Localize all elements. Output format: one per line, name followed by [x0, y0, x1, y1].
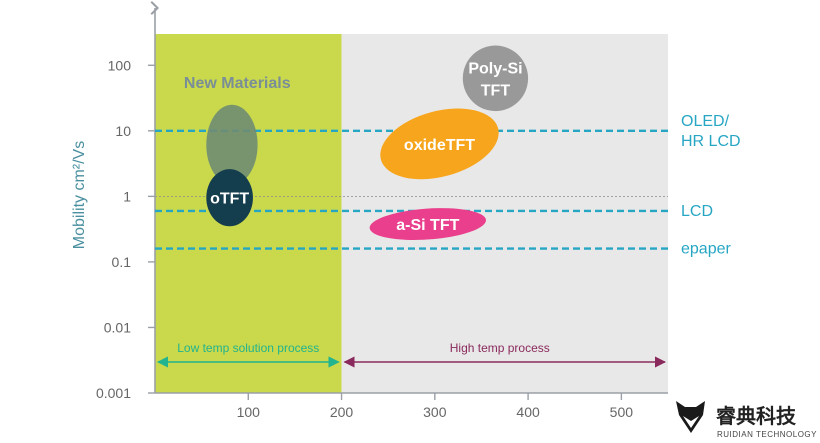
zone-label-0: New Materials — [184, 75, 291, 92]
ellipse-oxidetft — [380, 108, 499, 180]
label-line: Poly-Si — [468, 60, 522, 77]
otft-halo — [206, 104, 258, 185]
fox-head-icon — [676, 401, 705, 433]
process-arrows-layer: Low temp solution process High temp proce… — [156, 341, 667, 368]
y-tick-label: 0.1 — [112, 254, 132, 270]
label-line: TFT — [481, 82, 511, 99]
label-a-si-tft: a-Si TFT — [396, 217, 459, 234]
ellipse-poly-si-tft — [462, 45, 529, 112]
threshold-label-0: OLED/HR LCD — [681, 113, 741, 150]
threshold-label-line: epaper — [681, 241, 731, 258]
process-label-1: High temp process — [450, 341, 550, 355]
x-tick-label: 100 — [237, 404, 261, 420]
axes-layer: 100 10 1 0.1 0.01 0.001 100 200 300 400 500 — [96, 8, 668, 420]
threshold-label-1: LCD — [681, 203, 713, 220]
threshold-label-line: HR LCD — [681, 133, 741, 150]
x-tick-label: 400 — [516, 404, 540, 420]
y-tick-label: 0.001 — [96, 385, 131, 401]
y-tick-label: 100 — [108, 57, 132, 73]
label-oxidetft: oxideTFT — [404, 137, 475, 154]
technologies-layer: Poly-Si TFT oxideTFT a-Si TFT oTFT — [206, 45, 529, 240]
process-label-0: Low temp solution process — [177, 341, 319, 355]
label-otft: oTFT — [210, 191, 249, 208]
x-tick-label: 500 — [610, 404, 634, 420]
threshold-label-2: epaper — [681, 241, 731, 258]
threshold-label-line: OLED/ — [681, 113, 730, 130]
x-tick-label: 200 — [330, 404, 354, 420]
y-tick-label: 1 — [123, 188, 131, 204]
label-line: a-Si TFT — [396, 217, 459, 234]
y-tick-label: 10 — [115, 123, 131, 139]
ellipse-otft — [206, 169, 253, 227]
label-line: oxideTFT — [404, 137, 475, 154]
brand-logo: 睿典科技 RUIDIAN TECHNOLOGY — [676, 401, 817, 439]
brand-name-cn: 睿典科技 — [716, 404, 797, 428]
threshold-label-line: LCD — [681, 203, 713, 220]
y-axis-label: Mobility cm²/Vs — [71, 141, 88, 249]
brand-name-en: RUIDIAN TECHNOLOGY — [717, 430, 817, 439]
ellipse-a-si-tft — [369, 208, 486, 240]
label-line: oTFT — [210, 191, 249, 208]
label-poly-si-tft: Poly-Si TFT — [468, 60, 522, 99]
y-tick-label: 0.01 — [104, 319, 131, 335]
x-tick-label: 300 — [423, 404, 447, 420]
